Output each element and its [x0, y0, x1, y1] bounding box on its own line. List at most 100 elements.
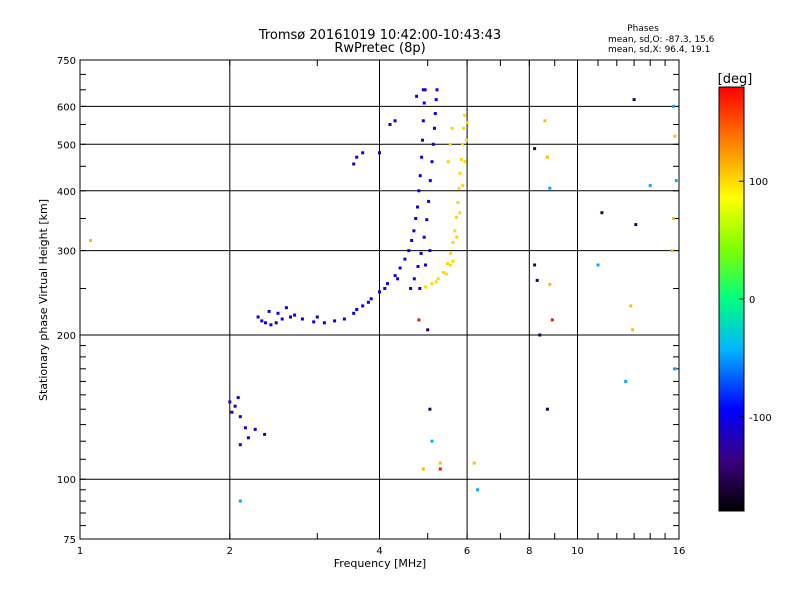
- echo-point: [342, 317, 346, 321]
- echo-point: [263, 432, 267, 436]
- echo-point: [267, 309, 271, 313]
- axis-ticks: [79, 59, 680, 540]
- x-tick-label: 10: [571, 546, 584, 557]
- echo-point: [424, 285, 427, 289]
- echo-point: [352, 162, 356, 166]
- y-tick-label: 200: [57, 331, 76, 342]
- echo-point: [463, 160, 467, 164]
- echo-point: [312, 320, 316, 324]
- y-tick-label: 600: [57, 102, 76, 113]
- echo-point: [472, 461, 476, 465]
- echo-point: [434, 98, 438, 102]
- y-tick-label: 100: [57, 475, 76, 486]
- chart-title: Tromsø 20161019 10:42:00-10:43:43: [258, 28, 501, 43]
- echo-point: [453, 229, 457, 233]
- echo-point: [451, 241, 455, 244]
- echo-point: [410, 239, 414, 242]
- echo-point: [89, 239, 92, 242]
- echo-point: [416, 205, 419, 209]
- echo-point: [418, 174, 422, 178]
- echo-point: [422, 101, 426, 105]
- echo-point: [438, 461, 442, 465]
- echo-point: [670, 249, 674, 253]
- y-tick-label: 75: [63, 535, 76, 546]
- echo-point: [243, 426, 247, 430]
- echo-point: [634, 223, 638, 227]
- echo-point: [458, 211, 462, 215]
- echo-point: [333, 319, 337, 323]
- echo-point: [672, 217, 675, 220]
- echo-point: [433, 112, 437, 115]
- echo-point: [444, 272, 448, 276]
- x-tick-label: 4: [376, 546, 382, 557]
- echo-point: [355, 155, 359, 159]
- echo-point: [428, 407, 432, 411]
- echo-point: [269, 323, 273, 327]
- echo-point: [461, 184, 465, 188]
- echo-point: [403, 257, 407, 261]
- chart-subtitle: RwPretec (8p): [334, 41, 425, 56]
- echo-point: [673, 367, 677, 371]
- echo-point: [442, 271, 445, 274]
- echo-point: [423, 88, 427, 92]
- echo-point: [538, 333, 542, 337]
- echo-point: [673, 134, 677, 138]
- echo-point: [238, 443, 242, 447]
- echo-point: [464, 138, 468, 142]
- echo-point: [446, 160, 450, 164]
- echo-point: [300, 317, 304, 321]
- grid-lines: [80, 60, 679, 539]
- echo-point: [456, 201, 460, 204]
- echo-point: [463, 113, 467, 117]
- echo-point: [674, 179, 678, 183]
- x-tick-label: 2: [227, 546, 233, 557]
- y-tick-label: 750: [57, 56, 76, 67]
- echo-point: [420, 155, 424, 159]
- echo-point: [388, 123, 392, 126]
- echo-point: [596, 263, 600, 267]
- echo-point: [428, 249, 432, 253]
- echo-point: [465, 121, 469, 125]
- echo-point: [414, 217, 418, 220]
- x-tick-labels: 1 2 4 6 8 10 16: [77, 546, 686, 557]
- x-tick-label: 6: [464, 546, 470, 557]
- echo-point: [426, 328, 430, 332]
- echo-point: [435, 88, 439, 92]
- y-tick-label: 300: [57, 247, 76, 258]
- echo-point: [421, 467, 425, 471]
- echo-point: [355, 308, 359, 311]
- echo-point: [421, 119, 425, 123]
- x-axis-label: Frequency [MHz]: [334, 557, 426, 570]
- echo-point: [260, 319, 264, 323]
- echo-point: [632, 98, 636, 102]
- echo-point: [366, 300, 370, 304]
- echo-point: [412, 277, 416, 281]
- echo-point: [545, 155, 549, 159]
- echo-point: [246, 436, 250, 440]
- echo-point: [415, 94, 419, 98]
- echo-point: [545, 407, 549, 411]
- echo-point: [449, 251, 453, 255]
- echo-point: [228, 400, 232, 404]
- x-tick-label: 1: [77, 546, 83, 557]
- echo-point: [418, 287, 422, 290]
- y-tick-label: 500: [57, 140, 76, 151]
- echo-point: [434, 280, 438, 284]
- phases-x-stats: mean, sd,X: 96.4, 19.1: [608, 45, 710, 55]
- echo-point: [631, 328, 634, 332]
- echo-point: [455, 235, 459, 239]
- echo-point: [430, 439, 434, 443]
- echo-point: [548, 186, 552, 190]
- echo-point: [448, 142, 452, 146]
- y-tick-label: 400: [57, 187, 76, 198]
- echo-point: [276, 311, 280, 315]
- echo-point: [361, 304, 365, 308]
- echo-point: [533, 263, 537, 267]
- echo-point: [672, 104, 675, 108]
- echo-point: [417, 189, 421, 193]
- echo-point: [427, 199, 431, 203]
- echo-point: [289, 315, 292, 319]
- echo-point: [280, 317, 284, 321]
- echo-point: [264, 321, 267, 325]
- echo-points: [89, 88, 678, 503]
